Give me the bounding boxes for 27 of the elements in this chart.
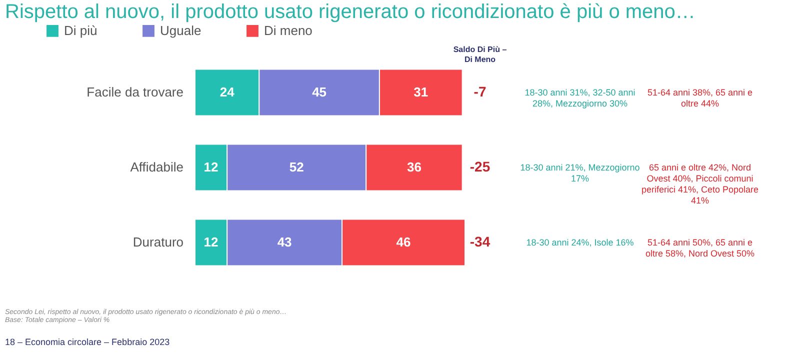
text: 18-30 anni 31%, 32-50 anni 28%, Mezzogiorno 30% (524, 88, 636, 108)
y-tick-label: Duraturo (132, 234, 184, 250)
data-label: 24 (220, 84, 236, 100)
text: -25 (470, 158, 490, 174)
data-label: 43 (277, 234, 292, 250)
y-tick-label: Affidabile (130, 160, 184, 174)
text: 18-30 anni 24%, Isole 16% (526, 238, 634, 248)
annotation: Saldo Di Più – Di Meno (453, 45, 508, 64)
legend-label: Di più (64, 22, 98, 38)
text: -7 (474, 84, 486, 100)
data-label: 12 (204, 234, 218, 250)
data-label: 36 (406, 160, 422, 174)
text: -34 (470, 234, 490, 250)
text: 51-64 anni 38%, 65 anni e oltre 44% (647, 88, 753, 108)
text: 51-64 anni 50%, 65 anni e oltre 58%, Nord Ovest 50% (645, 238, 755, 258)
text: 65 anni e oltre 42%, Nord Ovest 40%, Piccoli comuni periferici 41%, Ceto Popolare 41% (641, 162, 759, 206)
y-tick-label: Facile da trovare (86, 84, 184, 100)
chart-title: Rispetto al nuovo, il prodotto usato rigenerato o ricondizionato è più o meno… (5, 1, 696, 23)
data-label: 12 (204, 160, 218, 174)
data-label: 52 (289, 160, 304, 174)
legend-label: Uguale (160, 22, 202, 38)
legend-label: Di meno (264, 22, 312, 38)
data-label: 46 (396, 234, 411, 250)
text: 18 – Economia circolare – Febbraio 2023 (5, 337, 170, 347)
data-label: 45 (312, 84, 327, 100)
text: 18-30 anni 21%, Mezzogiorno 17% (520, 162, 640, 184)
data-label: 31 (414, 84, 428, 100)
